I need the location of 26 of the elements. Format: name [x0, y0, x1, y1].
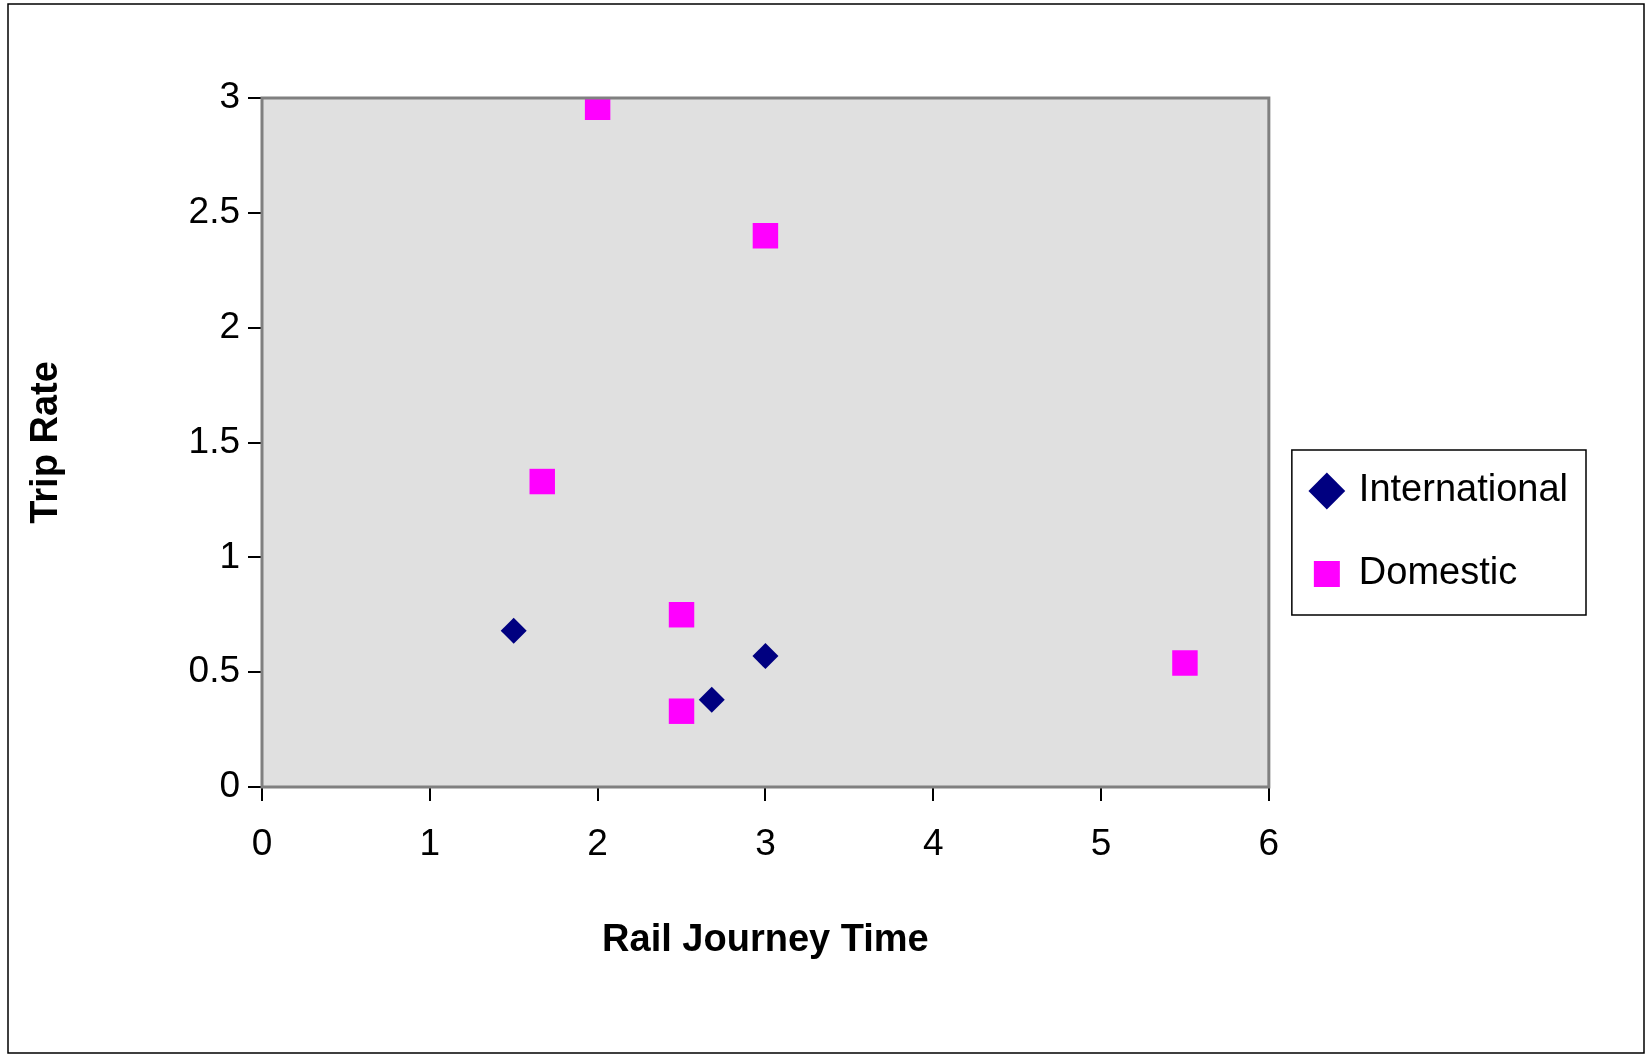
point: [500, 617, 527, 644]
y-tick-label: 2: [219, 304, 240, 346]
point: [668, 602, 695, 628]
point: [752, 223, 779, 249]
y-tick-label: 3: [219, 75, 240, 117]
x-tick-label: 2: [587, 822, 608, 864]
y-axis-title: Trip Rate: [23, 361, 66, 524]
y-tick-label: 0: [219, 764, 240, 806]
x-tick-label: 1: [419, 822, 441, 864]
point: [529, 468, 555, 495]
point: [752, 643, 779, 670]
point: [668, 698, 695, 724]
legend-label: International: [1358, 467, 1569, 510]
x-tick-label: 3: [755, 822, 776, 864]
x-tick-label: 4: [922, 822, 944, 864]
point: [698, 686, 725, 713]
y-tick-label: 2.5: [188, 190, 240, 232]
x-axis-title: Rail Journey Time: [602, 916, 929, 959]
x-tick-label: 6: [1258, 822, 1280, 864]
y-tick-label: 0.5: [188, 649, 240, 691]
legend-label: Domestic: [1358, 550, 1518, 593]
x-tick-label: 5: [1090, 822, 1112, 864]
x-tick-label: 0: [251, 822, 273, 864]
point: [1172, 650, 1198, 676]
y-tick-label: 1: [219, 534, 240, 576]
y-tick-label: 1.5: [188, 419, 240, 461]
